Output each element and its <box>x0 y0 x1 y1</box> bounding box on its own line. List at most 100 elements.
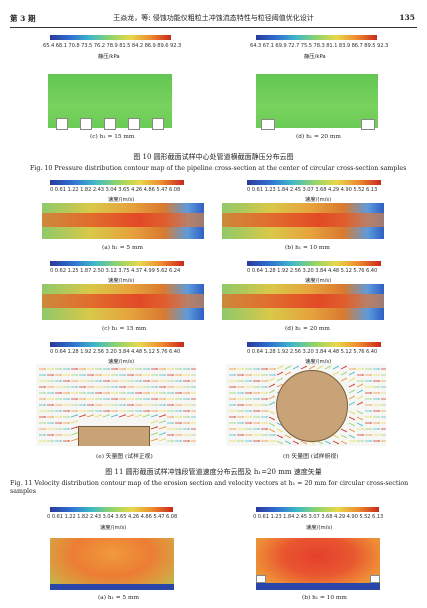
velocity-vector-head <box>92 380 94 382</box>
velocity-vector-head <box>164 374 166 376</box>
velocity-vector-head <box>172 416 174 418</box>
velocity-vector-head <box>44 416 46 418</box>
velocity-vector-head <box>234 368 236 370</box>
velocity-vector-head <box>172 410 174 412</box>
velocity-vector-head <box>52 410 54 412</box>
velocity-vector-head <box>76 420 78 422</box>
velocity-vector-head <box>172 386 174 388</box>
velocity-vector-head <box>68 404 70 406</box>
velocity-vector-arrow <box>356 416 363 420</box>
velocity-vector-head <box>378 374 380 376</box>
velocity-vector-head <box>116 374 118 376</box>
velocity-vector-head <box>116 368 118 370</box>
velocity-vector-head <box>345 365 347 368</box>
velocity-vector-head <box>353 412 355 415</box>
velocity-vector-arrow <box>102 414 110 418</box>
velocity-vector-head <box>116 392 118 394</box>
velocity-vector-head <box>250 428 252 430</box>
velocity-vector-head <box>266 440 268 442</box>
velocity-vector-head <box>273 430 275 433</box>
velocity-vector-head <box>100 380 102 382</box>
velocity-vector-arrow <box>356 390 363 394</box>
velocity-vector-head <box>266 434 268 436</box>
velocity-vector-head <box>172 374 174 376</box>
velocity-vector-head <box>234 386 236 388</box>
velocity-vector-arrow <box>158 438 166 442</box>
velocity-vector-head <box>156 414 158 416</box>
fig10-caption-cn: 图 10 圆形截面试样中心处管道横截面静压分布云图 <box>133 153 294 161</box>
velocity-vector-head <box>313 365 315 368</box>
velocity-vector-head <box>44 368 46 370</box>
velocity-vector-head <box>353 418 355 421</box>
velocity-vector-head <box>281 430 283 433</box>
fig11e-unit: 速度/(m/s) <box>108 359 135 365</box>
fig10c-notch <box>128 118 140 130</box>
velocity-vector-head <box>108 392 110 394</box>
velocity-vector-head <box>92 404 94 406</box>
velocity-vector-head <box>148 368 150 370</box>
velocity-vector-head <box>84 404 86 406</box>
velocity-vector-arrow <box>70 438 78 442</box>
fig11a-colorbar-ticks: 0 0.61 1.22 1.82 2.43 3.04 3.65 4.26 4.8… <box>50 187 181 193</box>
velocity-vector-arrow <box>94 414 102 418</box>
velocity-vector-arrow <box>308 366 315 370</box>
velocity-vector-head <box>84 380 86 382</box>
velocity-vector-head <box>258 428 260 430</box>
velocity-vector-head <box>274 434 276 436</box>
velocity-vector-head <box>234 422 236 424</box>
velocity-vector-head <box>273 389 275 392</box>
velocity-vector-head <box>250 416 252 418</box>
velocity-vector-head <box>281 436 283 439</box>
velocity-vector-head <box>108 386 110 388</box>
velocity-vector-arrow <box>340 366 347 370</box>
velocity-vector-head <box>84 410 86 412</box>
velocity-vector-head <box>362 380 364 382</box>
velocity-vector-head <box>188 434 190 436</box>
velocity-vector-head <box>124 380 126 382</box>
velocity-vector-head <box>180 416 182 418</box>
fig10c-colorbar-ticks: 65.4 68.1 70.8 73.5 76.2 78.9 81.5 84.2 … <box>43 43 182 49</box>
velocity-vector-arrow <box>268 416 275 420</box>
velocity-vector-arrow <box>316 366 323 370</box>
velocity-vector-arrow <box>70 432 78 436</box>
velocity-vector-head <box>370 380 372 382</box>
velocity-vector-head <box>60 392 62 394</box>
velocity-vector-head <box>258 422 260 424</box>
velocity-vector-head <box>242 368 244 370</box>
velocity-vector-arrow <box>126 414 134 418</box>
velocity-vector-head <box>234 416 236 418</box>
velocity-vector-head <box>345 371 347 374</box>
running-title: 王焱龙，等: 侵蚀功能仪粗粒土冲蚀流态特性与粒径阈值优化设计 <box>113 14 314 22</box>
velocity-vector-arrow <box>348 422 355 426</box>
velocity-vector-head <box>337 371 339 374</box>
velocity-vector-head <box>180 386 182 388</box>
velocity-vector-head <box>148 386 150 388</box>
velocity-vector-head <box>345 377 347 380</box>
velocity-vector-head <box>258 368 260 370</box>
fig11b-jet-core <box>222 213 384 227</box>
velocity-vector-head <box>68 422 70 424</box>
velocity-vector-head <box>140 414 142 416</box>
fig10c-unit: 静压/kPa <box>98 54 120 60</box>
velocity-vector-head <box>108 368 110 370</box>
velocity-vector-head <box>60 380 62 382</box>
velocity-vector-head <box>250 398 252 400</box>
velocity-vector-head <box>329 365 331 368</box>
velocity-vector-head <box>44 440 46 442</box>
velocity-vector-arrow <box>340 378 347 382</box>
fig10d-notch <box>361 119 375 130</box>
fig11b-colorbar <box>247 180 381 185</box>
velocity-vector-head <box>242 428 244 430</box>
velocity-vector-head <box>140 374 142 376</box>
velocity-vector-head <box>266 404 268 406</box>
velocity-vector-head <box>297 442 299 445</box>
velocity-vector-head <box>44 428 46 430</box>
velocity-vector-head <box>274 368 276 370</box>
velocity-vector-arrow <box>348 390 355 394</box>
velocity-vector-head <box>76 386 78 388</box>
fig11d-subcaption: (d) h₁ = 20 mm <box>285 326 330 332</box>
velocity-vector-head <box>370 392 372 394</box>
fig11d-unit: 速度/(m/s) <box>305 278 332 284</box>
velocity-vector-head <box>180 422 182 424</box>
velocity-vector-arrow <box>348 402 355 406</box>
